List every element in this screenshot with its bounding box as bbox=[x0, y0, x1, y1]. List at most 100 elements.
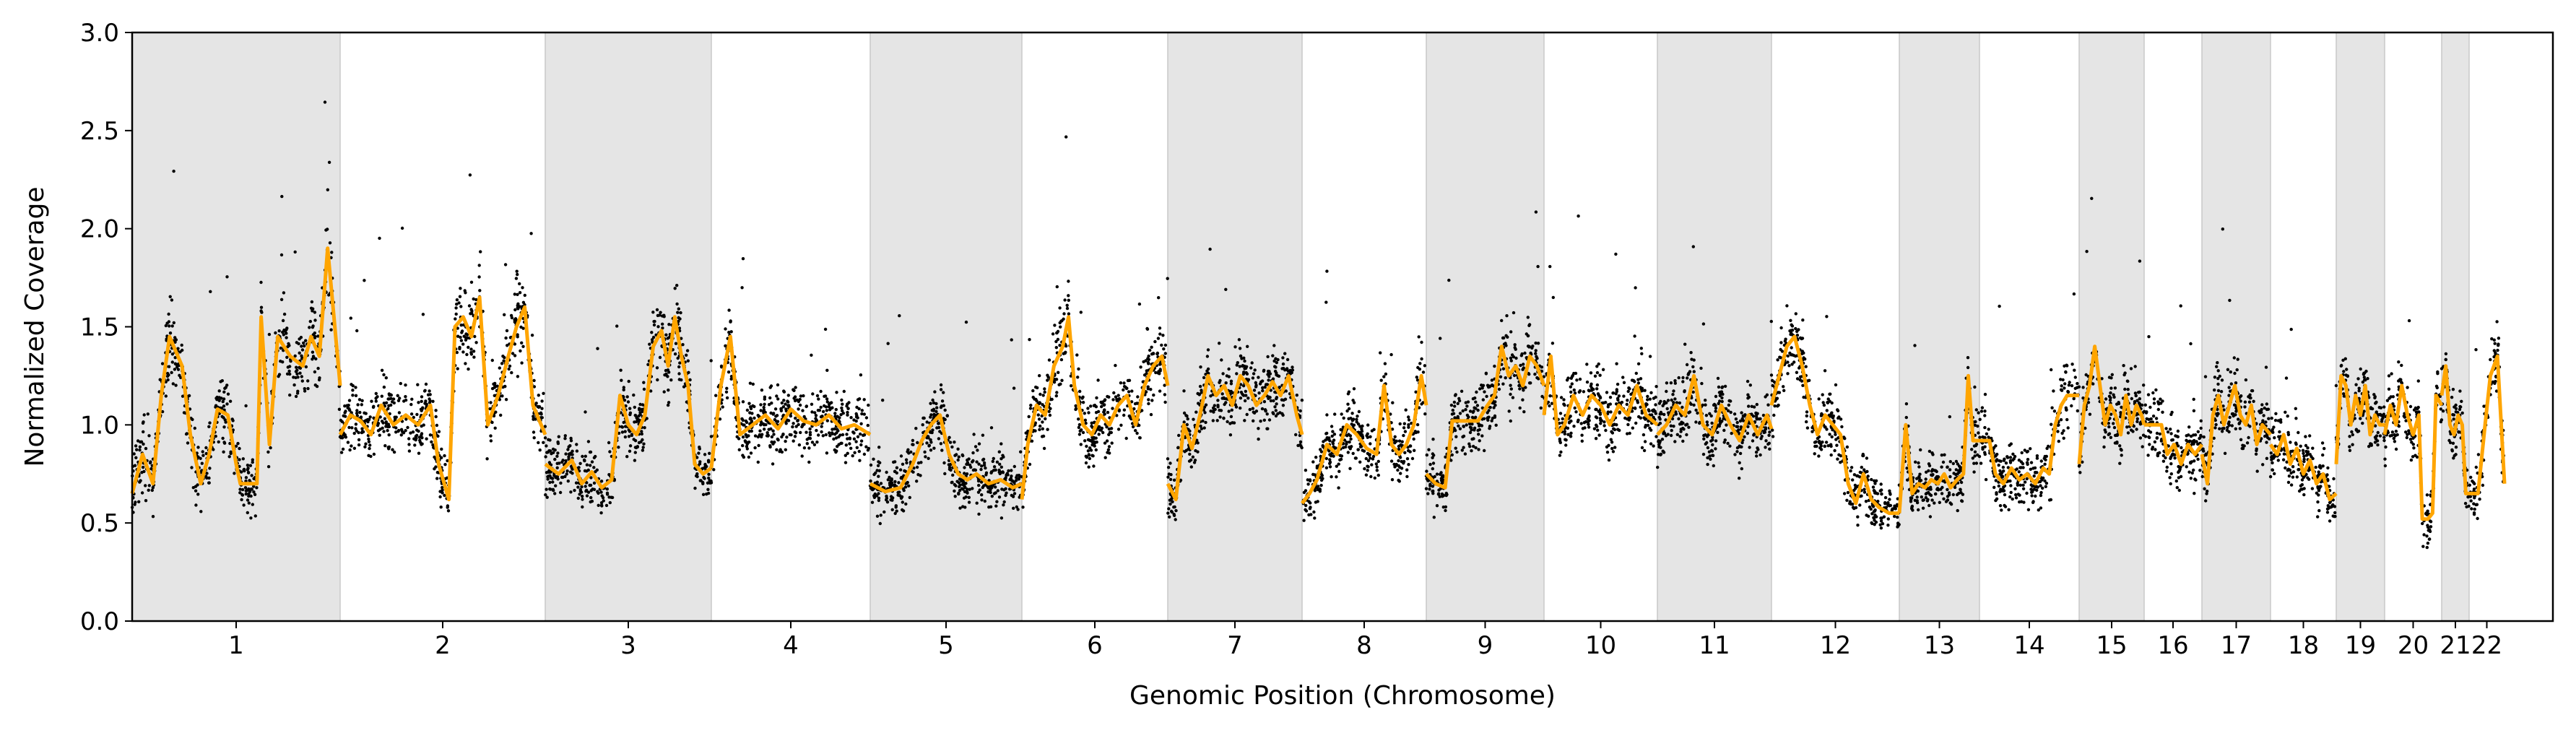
coverage-point bbox=[1570, 382, 1574, 386]
coverage-point bbox=[594, 470, 597, 474]
coverage-point bbox=[456, 326, 459, 330]
coverage-point bbox=[1472, 409, 1475, 413]
coverage-point bbox=[661, 322, 664, 326]
coverage-point bbox=[1527, 345, 1531, 349]
coverage-point bbox=[781, 433, 785, 436]
coverage-point bbox=[1607, 443, 1610, 447]
coverage-point bbox=[1580, 439, 1584, 443]
coverage-point bbox=[1352, 401, 1356, 404]
coverage-point bbox=[293, 354, 297, 358]
coverage-point bbox=[1375, 465, 1379, 469]
coverage-point bbox=[1168, 477, 1173, 482]
coverage-point bbox=[617, 446, 620, 449]
coverage-point bbox=[1416, 365, 1420, 370]
coverage-point bbox=[1577, 214, 1580, 218]
coverage-point bbox=[814, 414, 818, 417]
coverage-point bbox=[404, 395, 407, 399]
coverage-point bbox=[1004, 493, 1007, 498]
coverage-point bbox=[470, 309, 474, 313]
coverage-point bbox=[352, 446, 357, 450]
coverage-point bbox=[474, 341, 478, 344]
coverage-point bbox=[1119, 423, 1123, 427]
coverage-point bbox=[1435, 504, 1439, 508]
coverage-point bbox=[1582, 390, 1586, 394]
coverage-point bbox=[1671, 393, 1675, 396]
coverage-point bbox=[1722, 428, 1726, 433]
coverage-point bbox=[1077, 433, 1082, 436]
coverage-point bbox=[1481, 398, 1485, 402]
coverage-point bbox=[381, 421, 385, 425]
coverage-point bbox=[807, 460, 811, 464]
coverage-point bbox=[138, 448, 142, 452]
coverage-point bbox=[1041, 420, 1044, 424]
coverage-point bbox=[549, 487, 552, 491]
coverage-point bbox=[1755, 454, 1758, 458]
coverage-point bbox=[311, 326, 315, 329]
chromosome-points-6 bbox=[1020, 135, 1169, 509]
coverage-point bbox=[226, 392, 230, 396]
coverage-point bbox=[1076, 376, 1080, 379]
coverage-point bbox=[786, 399, 789, 403]
coverage-point bbox=[1339, 428, 1343, 432]
coverage-point bbox=[1047, 409, 1051, 413]
coverage-point bbox=[532, 378, 536, 383]
coverage-point bbox=[1185, 422, 1189, 427]
coverage-point bbox=[288, 393, 292, 397]
coverage-point bbox=[1596, 428, 1600, 432]
coverage-point bbox=[905, 482, 908, 485]
coverage-point bbox=[1333, 412, 1337, 416]
coverage-point bbox=[720, 365, 724, 369]
coverage-point bbox=[1504, 334, 1508, 337]
coverage-point bbox=[1431, 438, 1435, 441]
coverage-point bbox=[311, 309, 314, 313]
coverage-point bbox=[266, 465, 271, 469]
coverage-point bbox=[548, 480, 552, 485]
coverage-point bbox=[1235, 372, 1239, 376]
coverage-point bbox=[592, 466, 596, 469]
coverage-point bbox=[1558, 412, 1563, 415]
coverage-point bbox=[1473, 396, 1477, 400]
coverage-point bbox=[1509, 419, 1512, 423]
coverage-point bbox=[1428, 462, 1432, 467]
coverage-point bbox=[1262, 418, 1267, 422]
coverage-point bbox=[784, 439, 787, 443]
coverage-point bbox=[1533, 373, 1537, 376]
coverage-point bbox=[1449, 403, 1454, 407]
coverage-point bbox=[872, 494, 876, 498]
coverage-point bbox=[940, 404, 944, 408]
coverage-point bbox=[1647, 409, 1651, 413]
coverage-point bbox=[249, 516, 253, 520]
coverage-point bbox=[675, 284, 679, 287]
coverage-point bbox=[1163, 383, 1166, 387]
coverage-point bbox=[1265, 412, 1269, 416]
coverage-point bbox=[1402, 422, 1407, 425]
coverage-point bbox=[149, 467, 153, 471]
coverage-point bbox=[729, 330, 733, 334]
coverage-point bbox=[1398, 465, 1402, 469]
coverage-point bbox=[862, 412, 867, 416]
coverage-point bbox=[1227, 409, 1231, 413]
coverage-point bbox=[1718, 394, 1722, 397]
coverage-point bbox=[569, 439, 573, 443]
coverage-point bbox=[937, 422, 940, 425]
coverage-point bbox=[194, 503, 198, 507]
coverage-point bbox=[1427, 448, 1431, 451]
coverage-point bbox=[800, 424, 805, 428]
coverage-point bbox=[805, 430, 808, 434]
coverage-point bbox=[1665, 381, 1669, 385]
coverage-point bbox=[392, 450, 396, 454]
coverage-point bbox=[1463, 452, 1467, 456]
coverage-point bbox=[986, 486, 990, 490]
coverage-point bbox=[931, 428, 934, 432]
coverage-point bbox=[1163, 343, 1168, 347]
coverage-point bbox=[1094, 411, 1098, 415]
coverage-point bbox=[516, 375, 520, 378]
coverage-point bbox=[1609, 410, 1613, 414]
coverage-point bbox=[707, 472, 711, 476]
coverage-point bbox=[1014, 479, 1018, 482]
coverage-point bbox=[384, 422, 389, 425]
coverage-point bbox=[1352, 387, 1356, 391]
coverage-point bbox=[588, 483, 591, 487]
coverage-point bbox=[1216, 405, 1220, 409]
coverage-point bbox=[960, 487, 964, 490]
